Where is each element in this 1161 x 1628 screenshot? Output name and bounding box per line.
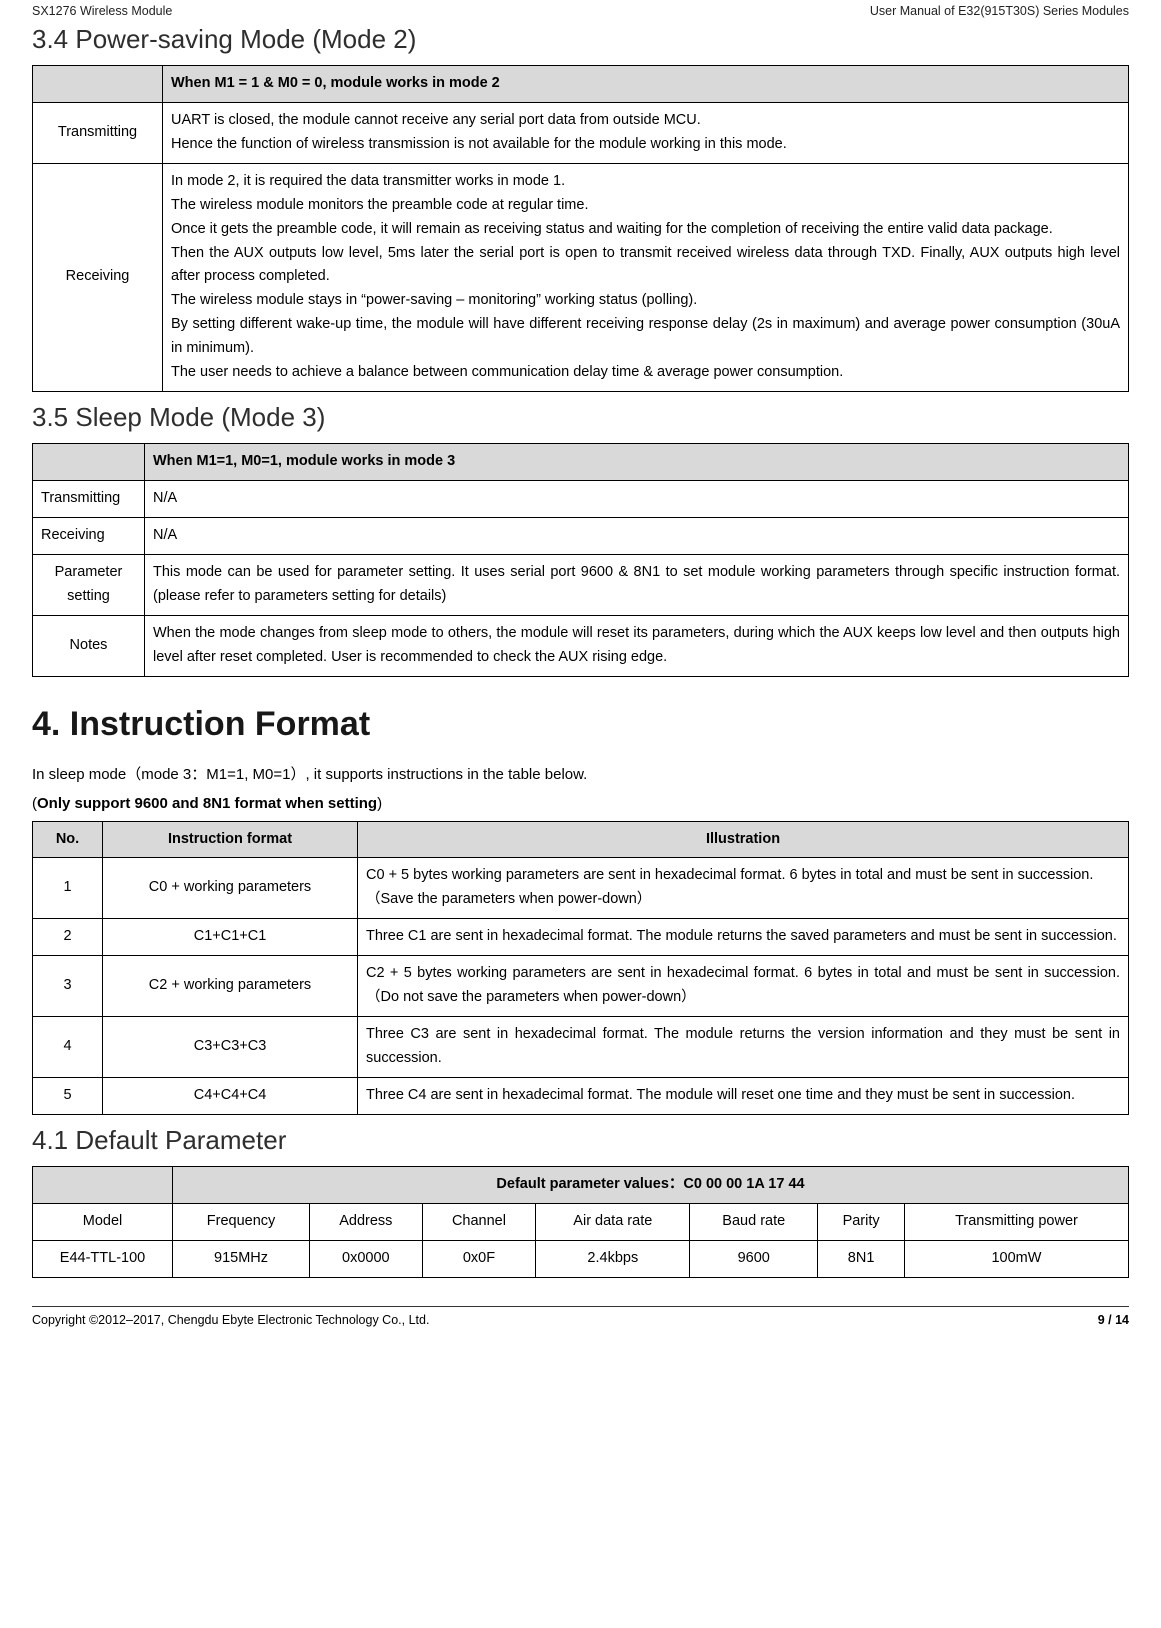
page-header: SX1276 Wireless Module User Manual of E3… (32, 4, 1129, 18)
instr-ill: Three C3 are sent in hexadecimal format.… (358, 1017, 1129, 1078)
default-blank (33, 1166, 173, 1203)
val-addr: 0x0000 (310, 1240, 423, 1277)
table-mode2-r2-text: In mode 2, it is required the data trans… (163, 163, 1129, 391)
table-row: E44-TTL-100 915MHz 0x0000 0x0F 2.4kbps 9… (33, 1240, 1129, 1277)
val-tx: 100mW (904, 1240, 1128, 1277)
s4-para2: (Only support 9600 and 8N1 format when s… (32, 791, 1129, 817)
table-row: 2 C1+C1+C1 Three C1 are sent in hexadeci… (33, 919, 1129, 956)
table-mode3-r1-text: N/A (145, 480, 1129, 517)
table-mode3-r3-text: This mode can be used for parameter sett… (145, 554, 1129, 615)
table-mode3-r1-label: Transmitting (33, 480, 145, 517)
instr-ill: C0 + 5 bytes working parameters are sent… (358, 858, 1129, 919)
table-mode3-r3-label: Parameter setting (33, 554, 145, 615)
col-air: Air data rate (536, 1203, 690, 1240)
instr-fmt: C2 + working parameters (103, 956, 358, 1017)
table-row: 1 C0 + working parameters C0 + 5 bytes w… (33, 858, 1129, 919)
instr-col-no: No. (33, 821, 103, 858)
col-parity: Parity (818, 1203, 905, 1240)
footer-page-sep: / (1105, 1313, 1115, 1327)
instr-no: 5 (33, 1077, 103, 1114)
col-tx: Transmitting power (904, 1203, 1128, 1240)
table-mode2-head: When M1 = 1 & M0 = 0, module works in mo… (163, 66, 1129, 103)
val-chan: 0x0F (422, 1240, 536, 1277)
footer-left: Copyright ©2012–2017, Chengdu Ebyte Elec… (32, 1313, 429, 1327)
s4-para1: In sleep mode（mode 3：M1=1, M0=1）, it sup… (32, 762, 1129, 788)
footer-page-total: 14 (1115, 1313, 1129, 1327)
table-mode3-r2-label: Receiving (33, 517, 145, 554)
instr-fmt: C0 + working parameters (103, 858, 358, 919)
val-air: 2.4kbps (536, 1240, 690, 1277)
footer-page: 9 / 14 (1098, 1313, 1129, 1327)
instr-ill: Three C4 are sent in hexadecimal format.… (358, 1077, 1129, 1114)
header-right: User Manual of E32(915T30S) Series Modul… (870, 4, 1129, 18)
table-mode2-blank (33, 66, 163, 103)
instr-no: 4 (33, 1017, 103, 1078)
page-footer: Copyright ©2012–2017, Chengdu Ebyte Elec… (32, 1306, 1129, 1327)
table-row: 4 C3+C3+C3 Three C3 are sent in hexadeci… (33, 1017, 1129, 1078)
heading-4: 4. Instruction Format (32, 705, 1129, 744)
table-mode3-r4-text: When the mode changes from sleep mode to… (145, 615, 1129, 676)
s4-para2-bold: Only support 9600 and 8N1 format when se… (37, 795, 377, 812)
instr-col-fmt: Instruction format (103, 821, 358, 858)
default-head: Default parameter values：C0 00 00 1A 17 … (173, 1166, 1129, 1203)
table-mode2-r1-text: UART is closed, the module cannot receiv… (163, 102, 1129, 163)
instr-no: 3 (33, 956, 103, 1017)
footer-page-cur: 9 (1098, 1313, 1105, 1327)
table-mode2-r1-label: Transmitting (33, 102, 163, 163)
instr-fmt: C4+C4+C4 (103, 1077, 358, 1114)
header-left: SX1276 Wireless Module (32, 4, 172, 18)
table-mode2-r2-label: Receiving (33, 163, 163, 391)
col-chan: Channel (422, 1203, 536, 1240)
table-default-params: Default parameter values：C0 00 00 1A 17 … (32, 1166, 1129, 1278)
table-row: 3 C2 + working parameters C2 + 5 bytes w… (33, 956, 1129, 1017)
table-mode3-r2-text: N/A (145, 517, 1129, 554)
heading-4-1: 4.1 Default Parameter (32, 1125, 1129, 1156)
val-parity: 8N1 (818, 1240, 905, 1277)
table-mode3: When M1=1, M0=1, module works in mode 3 … (32, 443, 1129, 676)
table-mode3-r4-label: Notes (33, 615, 145, 676)
col-freq: Frequency (173, 1203, 310, 1240)
instr-no: 2 (33, 919, 103, 956)
table-row: 5 C4+C4+C4 Three C4 are sent in hexadeci… (33, 1077, 1129, 1114)
col-model: Model (33, 1203, 173, 1240)
heading-3-5: 3.5 Sleep Mode (Mode 3) (32, 402, 1129, 433)
heading-3-4: 3.4 Power-saving Mode (Mode 2) (32, 24, 1129, 55)
instr-fmt: C1+C1+C1 (103, 919, 358, 956)
table-mode3-blank (33, 444, 145, 481)
col-addr: Address (310, 1203, 423, 1240)
instr-col-ill: Illustration (358, 821, 1129, 858)
val-model: E44-TTL-100 (33, 1240, 173, 1277)
col-baud: Baud rate (690, 1203, 818, 1240)
instr-no: 1 (33, 858, 103, 919)
table-mode3-head: When M1=1, M0=1, module works in mode 3 (145, 444, 1129, 481)
instr-ill: C2 + 5 bytes working parameters are sent… (358, 956, 1129, 1017)
val-freq: 915MHz (173, 1240, 310, 1277)
table-mode2: When M1 = 1 & M0 = 0, module works in mo… (32, 65, 1129, 392)
instr-ill: Three C1 are sent in hexadecimal format.… (358, 919, 1129, 956)
instr-fmt: C3+C3+C3 (103, 1017, 358, 1078)
table-instructions: No. Instruction format Illustration 1 C0… (32, 821, 1129, 1115)
val-baud: 9600 (690, 1240, 818, 1277)
